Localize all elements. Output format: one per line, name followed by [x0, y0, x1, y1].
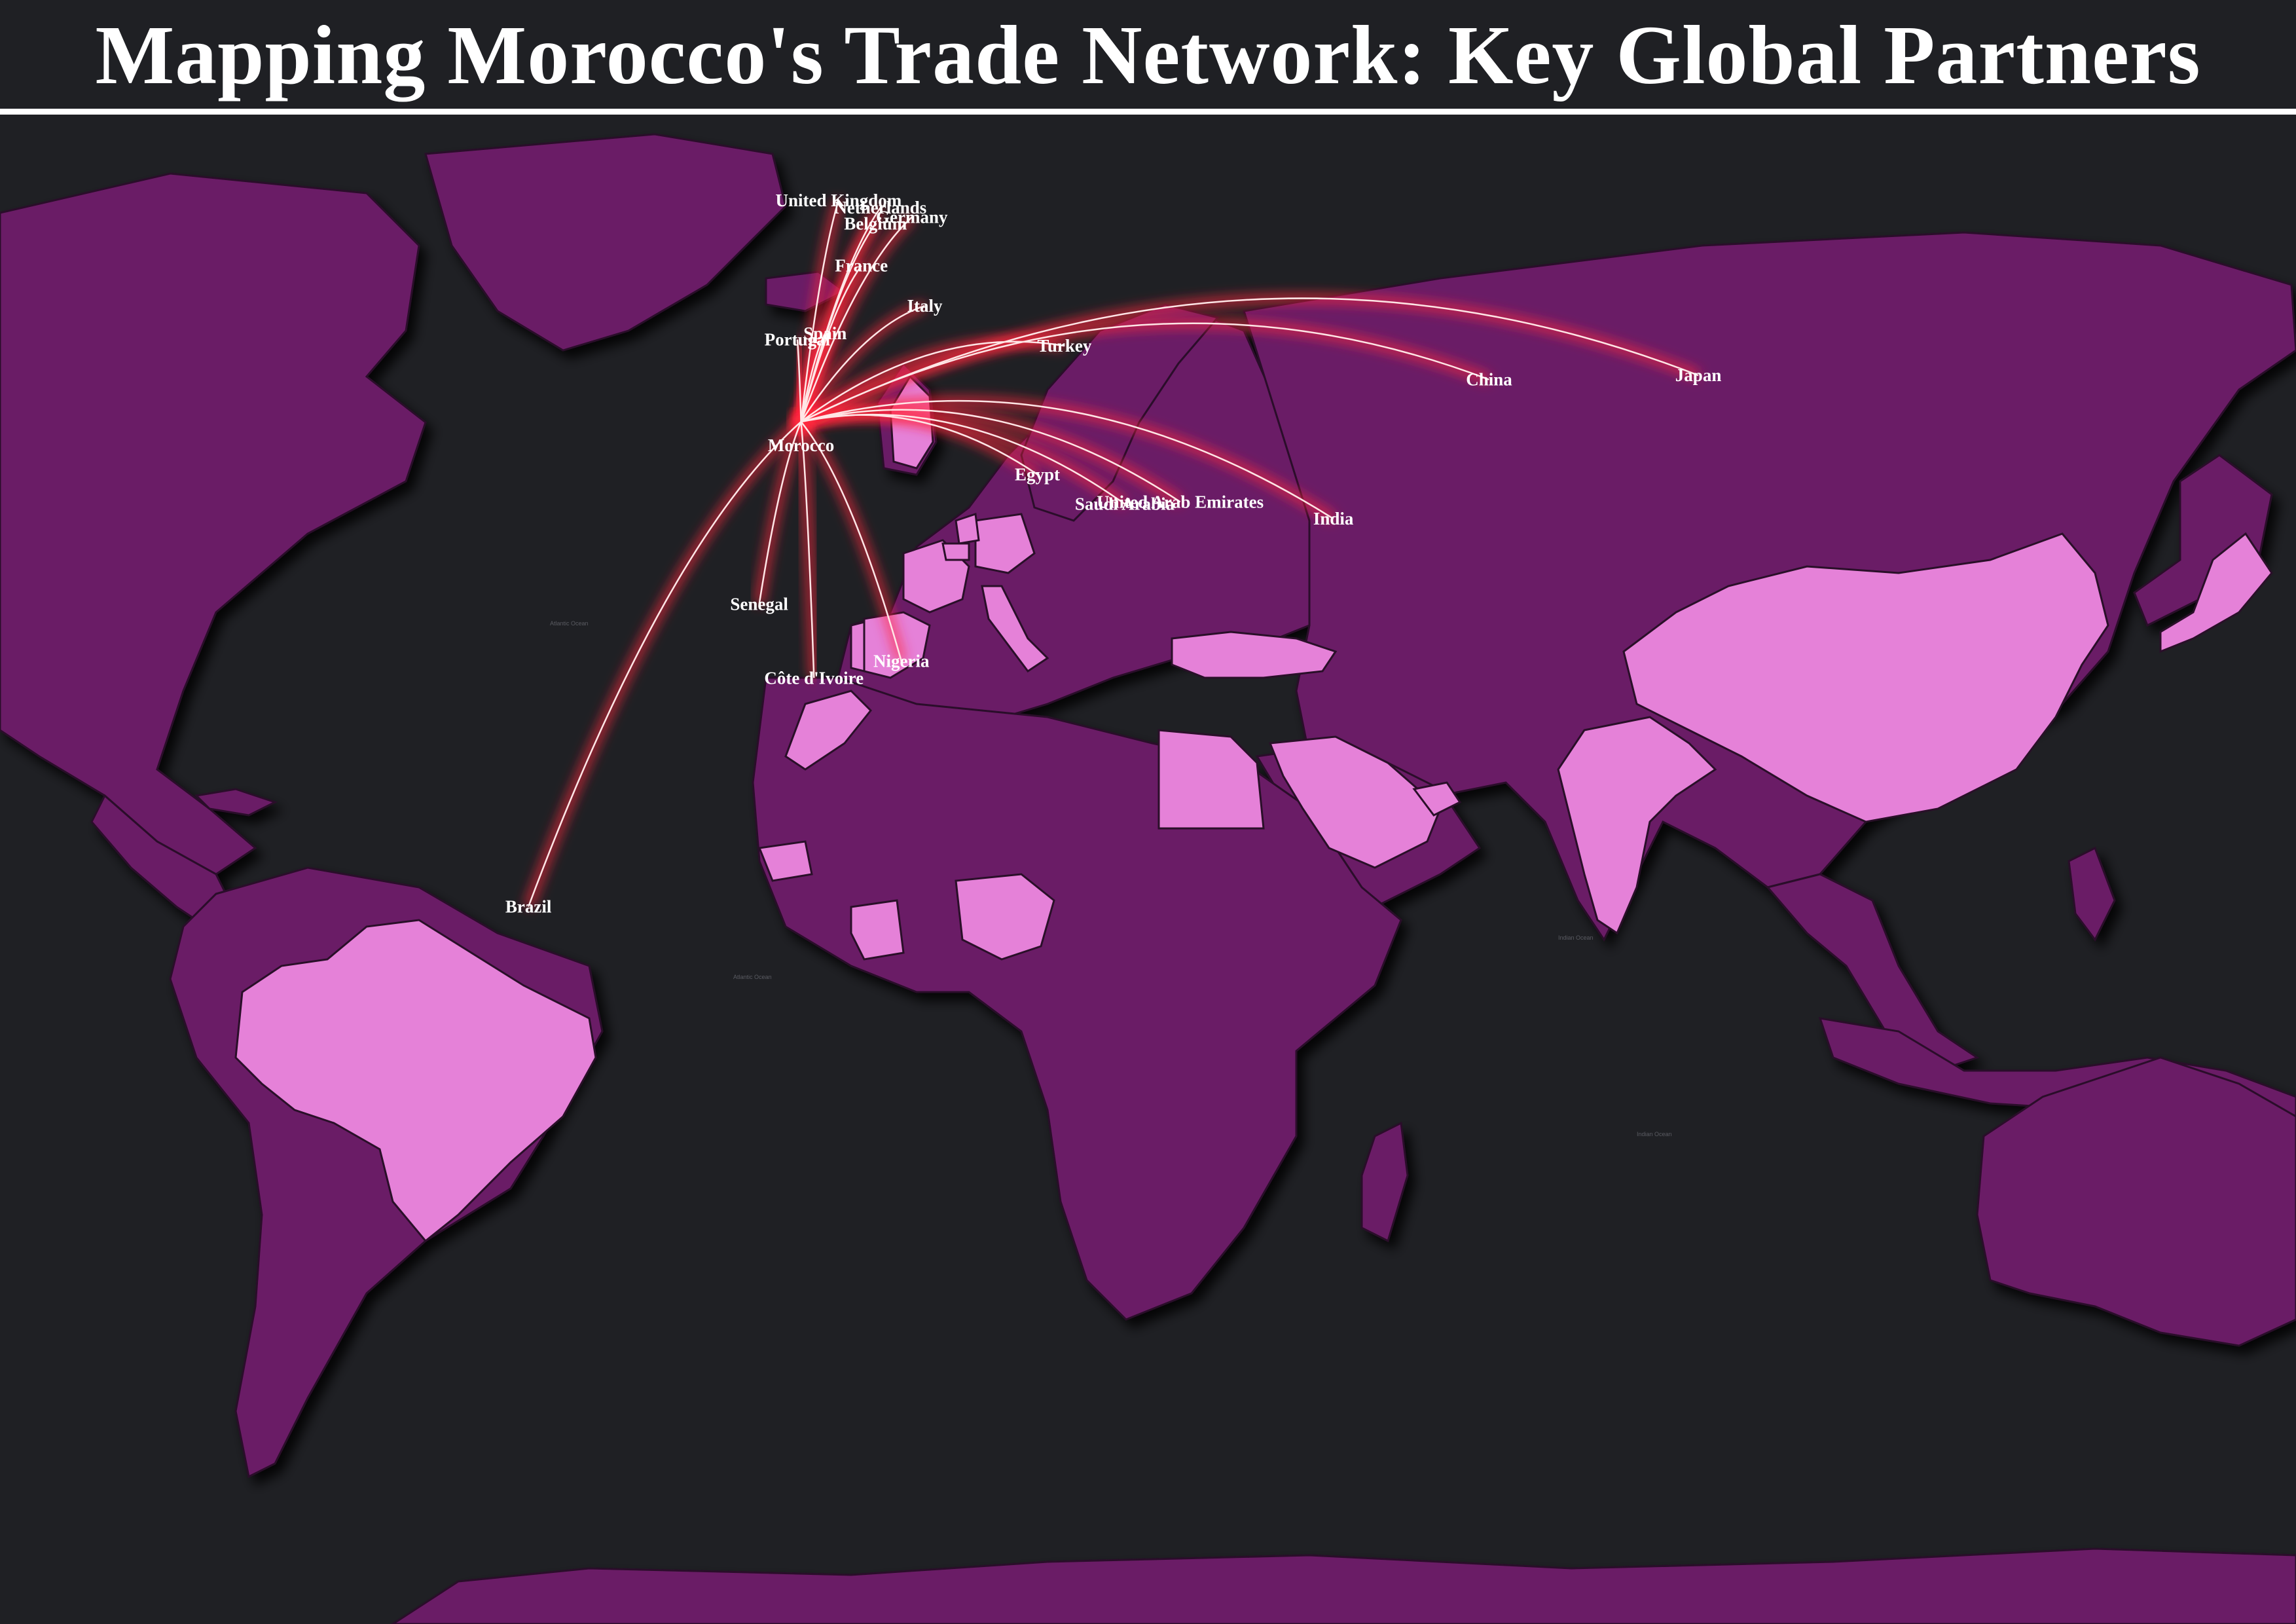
country-morocco: [784, 690, 873, 771]
country-italy: [981, 585, 1049, 673]
route-france: [800, 265, 862, 422]
country-india: [1557, 716, 1717, 935]
land-australia: [1976, 1056, 2296, 1347]
land-madagascar: [1360, 1121, 1409, 1243]
country-saudi-arabia: [1268, 735, 1442, 869]
label-brazil: Brazil: [505, 897, 552, 917]
label-portugal: Portugal: [765, 329, 831, 349]
label-origin-morocco: Morocco: [768, 435, 834, 455]
route-saudi-arabia: [801, 413, 1125, 505]
label-nigeria: Nigeria: [873, 651, 930, 671]
route-germany: [800, 216, 913, 422]
route-italy: [800, 304, 925, 422]
country-uae: [1412, 781, 1462, 817]
ocean-label: Atlantic Ocean: [550, 620, 589, 627]
route-portugal: [796, 339, 802, 422]
route-co-te-d-ivoire: [800, 421, 815, 678]
world-map: Atlantic Ocean Atlantic Ocean Indian Oce…: [0, 115, 2296, 1624]
label-italy: Italy: [907, 296, 943, 316]
land-philippines: [2068, 846, 2116, 942]
label-saudi-arabia: Saudi Arabia: [1075, 494, 1175, 514]
land-antarctica: [391, 1547, 2296, 1624]
ocean-label: Atlantic Ocean: [733, 974, 772, 980]
country-portugal: [850, 621, 866, 673]
country-germany: [974, 513, 1036, 574]
label-japan: Japan: [1675, 365, 1722, 385]
label-china: China: [1466, 370, 1512, 390]
label-germany: Germany: [876, 208, 948, 227]
route-united-arab-emirates: [801, 409, 1181, 503]
route-nigeria: [800, 421, 902, 661]
ocean-labels: Atlantic Ocean Atlantic Ocean Indian Oce…: [550, 620, 1672, 1137]
label-france: France: [835, 256, 888, 276]
country-china: [1622, 532, 2109, 823]
route-japan: [801, 297, 1699, 423]
route-turkey: [800, 341, 1065, 423]
label-senegal: Senegal: [730, 595, 788, 614]
country-brazil: [234, 919, 597, 1243]
route-brazil: [527, 421, 802, 908]
country-nigeria: [955, 873, 1055, 961]
route-india: [801, 399, 1334, 520]
ocean-label: Indian Ocean: [1637, 1131, 1672, 1137]
land-southeast-asia: [1766, 873, 1980, 1072]
label-spain: Spain: [803, 323, 847, 343]
partner-countries: [234, 375, 2273, 1243]
title-divider: [0, 109, 2296, 115]
map-title: Mapping Morocco's Trade Network: Key Glo…: [95, 8, 2201, 101]
label-co-te-d-ivoire: Côte d'Ivoire: [764, 668, 864, 688]
country-japan: [2159, 532, 2273, 654]
country-cote-divoire: [850, 899, 905, 961]
route-united-kingdom: [800, 200, 840, 422]
land-caribbean: [194, 788, 278, 817]
route-spain: [800, 333, 826, 422]
route-lines: [527, 200, 1699, 908]
title-bar: Mapping Morocco's Trade Network: Key Glo…: [0, 0, 2296, 110]
label-united-kingdom: United Kingdom: [776, 191, 902, 210]
label-egypt: Egypt: [1015, 465, 1060, 485]
country-belgium: [941, 542, 970, 561]
label-india: India: [1313, 509, 1354, 528]
country-netherlands: [955, 512, 980, 545]
country-senegal: [757, 840, 813, 882]
label-belgium: Belgium: [844, 213, 907, 233]
label-netherlands: Netherlands: [834, 198, 926, 217]
ocean-label: Indian Ocean: [1558, 934, 1594, 941]
route-senegal: [758, 421, 802, 604]
country-turkey: [1171, 631, 1338, 679]
label-turkey: Turkey: [1037, 336, 1092, 356]
land-greenland: [424, 133, 787, 352]
country-egypt: [1157, 729, 1265, 830]
label-united-arab-emirates: United Arab Emirates: [1097, 492, 1264, 511]
